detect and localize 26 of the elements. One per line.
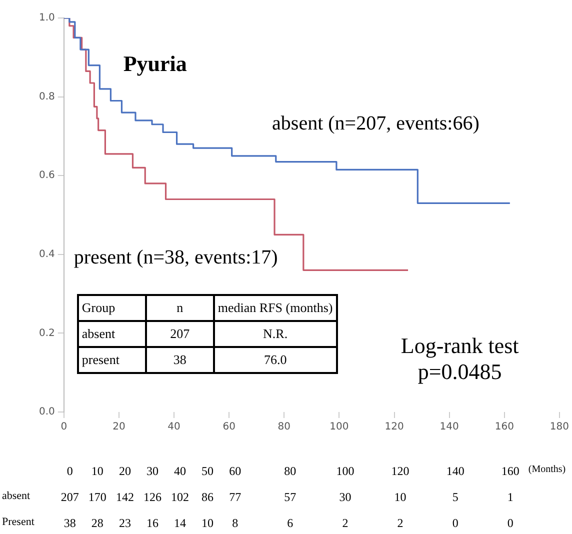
x-tick-label: 60 [222,422,236,433]
x-tick-label: 140 [440,422,459,433]
x-tick-label: 20 [112,422,126,433]
y-tick-label: 0.6 [38,170,55,182]
annotation: Log-rank test p=0.0485 [400,333,519,386]
x-tick-label: 160 [494,422,514,433]
y-tick-label: 0.8 [38,91,55,102]
x-tick-label: 100 [330,422,349,433]
x-tick-label: 180 [550,422,570,433]
text: Present 38 28 23 16 14 10 8 6 2 2 0 0 [2,516,514,530]
x-tick-label: 40 [168,422,180,433]
y-tick-label: 0.0 [38,406,55,418]
text: Group n median RFS (months) [82,300,333,315]
text: absent 207 N.R. [82,326,288,341]
text: present 38 76.0 [82,352,287,367]
x-tick-label: 0 [60,422,68,433]
y-tick-label: 0.4 [38,248,55,260]
y-tick-label: 1.0 [38,12,55,24]
x-tick-label: 120 [384,422,404,433]
text: Pyuria [123,50,187,76]
text: absent 207 170 142 126 102 86 77 57 30 10 5 1 [2,490,514,504]
series-label: absent (n=207, events:66) [272,112,480,135]
text: 0 10 20 30 40 50 60 80 100 120 140 160 (Months) [66,464,566,478]
y-tick-label: 0.2 [38,328,55,339]
x-tick-label: 80 [278,422,291,433]
series-label: present (n=38, events:17) [74,246,278,269]
